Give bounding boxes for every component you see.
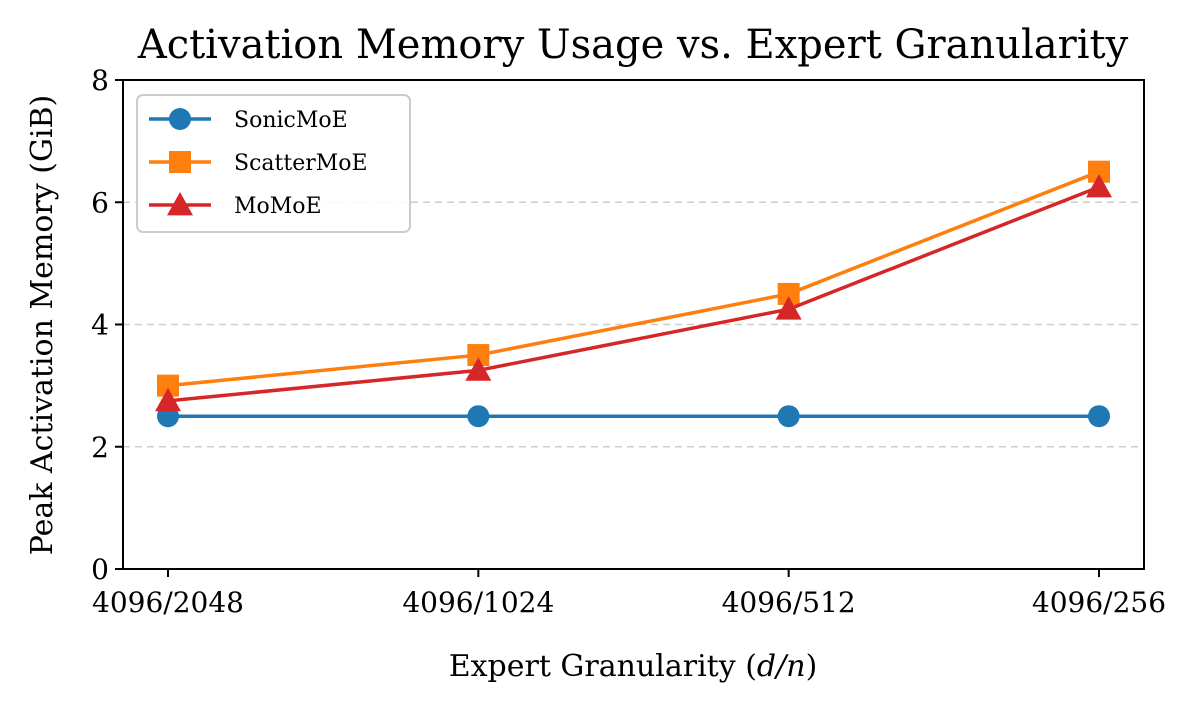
data-point-sonicmoe	[777, 405, 800, 428]
series-momoe	[155, 173, 1112, 412]
series-line-momoe	[167, 185, 1100, 403]
legend-marker-scattermoe	[169, 151, 191, 173]
legend-entry-scattermoe: ScatterMoE	[149, 151, 368, 176]
data-point-momoe	[155, 387, 181, 412]
y-tick-label: 0	[91, 553, 109, 586]
x-tick-label: 4096/512	[722, 586, 856, 619]
legend-label-sonicmoe: SonicMoE	[234, 108, 348, 133]
legend-marker-momoe	[167, 192, 193, 216]
y-tick-label: 6	[91, 186, 109, 219]
data-point-sonicmoe	[467, 405, 490, 428]
data-point-scattermoe	[467, 344, 490, 367]
x-tick-label: 4096/2048	[92, 586, 244, 619]
series-scattermoe	[157, 160, 1110, 397]
legend: SonicMoE ScatterMoE MoMoE	[136, 94, 411, 233]
data-point-scattermoe	[777, 282, 800, 305]
y-axis-label: Peak Activation Memory (GiB)	[25, 95, 60, 556]
legend-label-scattermoe: ScatterMoE	[234, 151, 368, 176]
series-layer	[155, 160, 1112, 428]
data-point-scattermoe	[1088, 160, 1110, 183]
series-line-scattermoe	[167, 170, 1100, 388]
y-tick-label: 8	[91, 64, 109, 97]
legend-box	[136, 94, 411, 233]
x-axis-ticks: 4096/2048 4096/1024 4096/512 4096/256	[92, 569, 1166, 619]
x-axis-label: Expert Granularity (d/n)	[449, 649, 818, 684]
chart-title: Activation Memory Usage vs. Expert Granu…	[137, 22, 1129, 68]
x-tick-label: 4096/256	[1032, 586, 1166, 619]
legend-marker-sonicmoe	[169, 108, 191, 130]
data-point-sonicmoe	[1088, 405, 1110, 428]
y-tick-label: 4	[91, 309, 109, 342]
legend-entry-momoe: MoMoE	[149, 192, 322, 219]
data-point-momoe	[1086, 173, 1112, 198]
y-tick-label: 2	[91, 431, 109, 464]
legend-label-momoe: MoMoE	[234, 194, 322, 219]
x-tick-label: 4096/1024	[402, 586, 554, 619]
data-point-momoe	[775, 296, 802, 320]
series-sonicmoe	[157, 405, 1110, 428]
data-point-momoe	[465, 357, 492, 381]
legend-entry-sonicmoe: SonicMoE	[149, 108, 348, 133]
y-axis-ticks: 0 2 4 6 8	[91, 64, 123, 586]
data-point-scattermoe	[157, 374, 179, 397]
